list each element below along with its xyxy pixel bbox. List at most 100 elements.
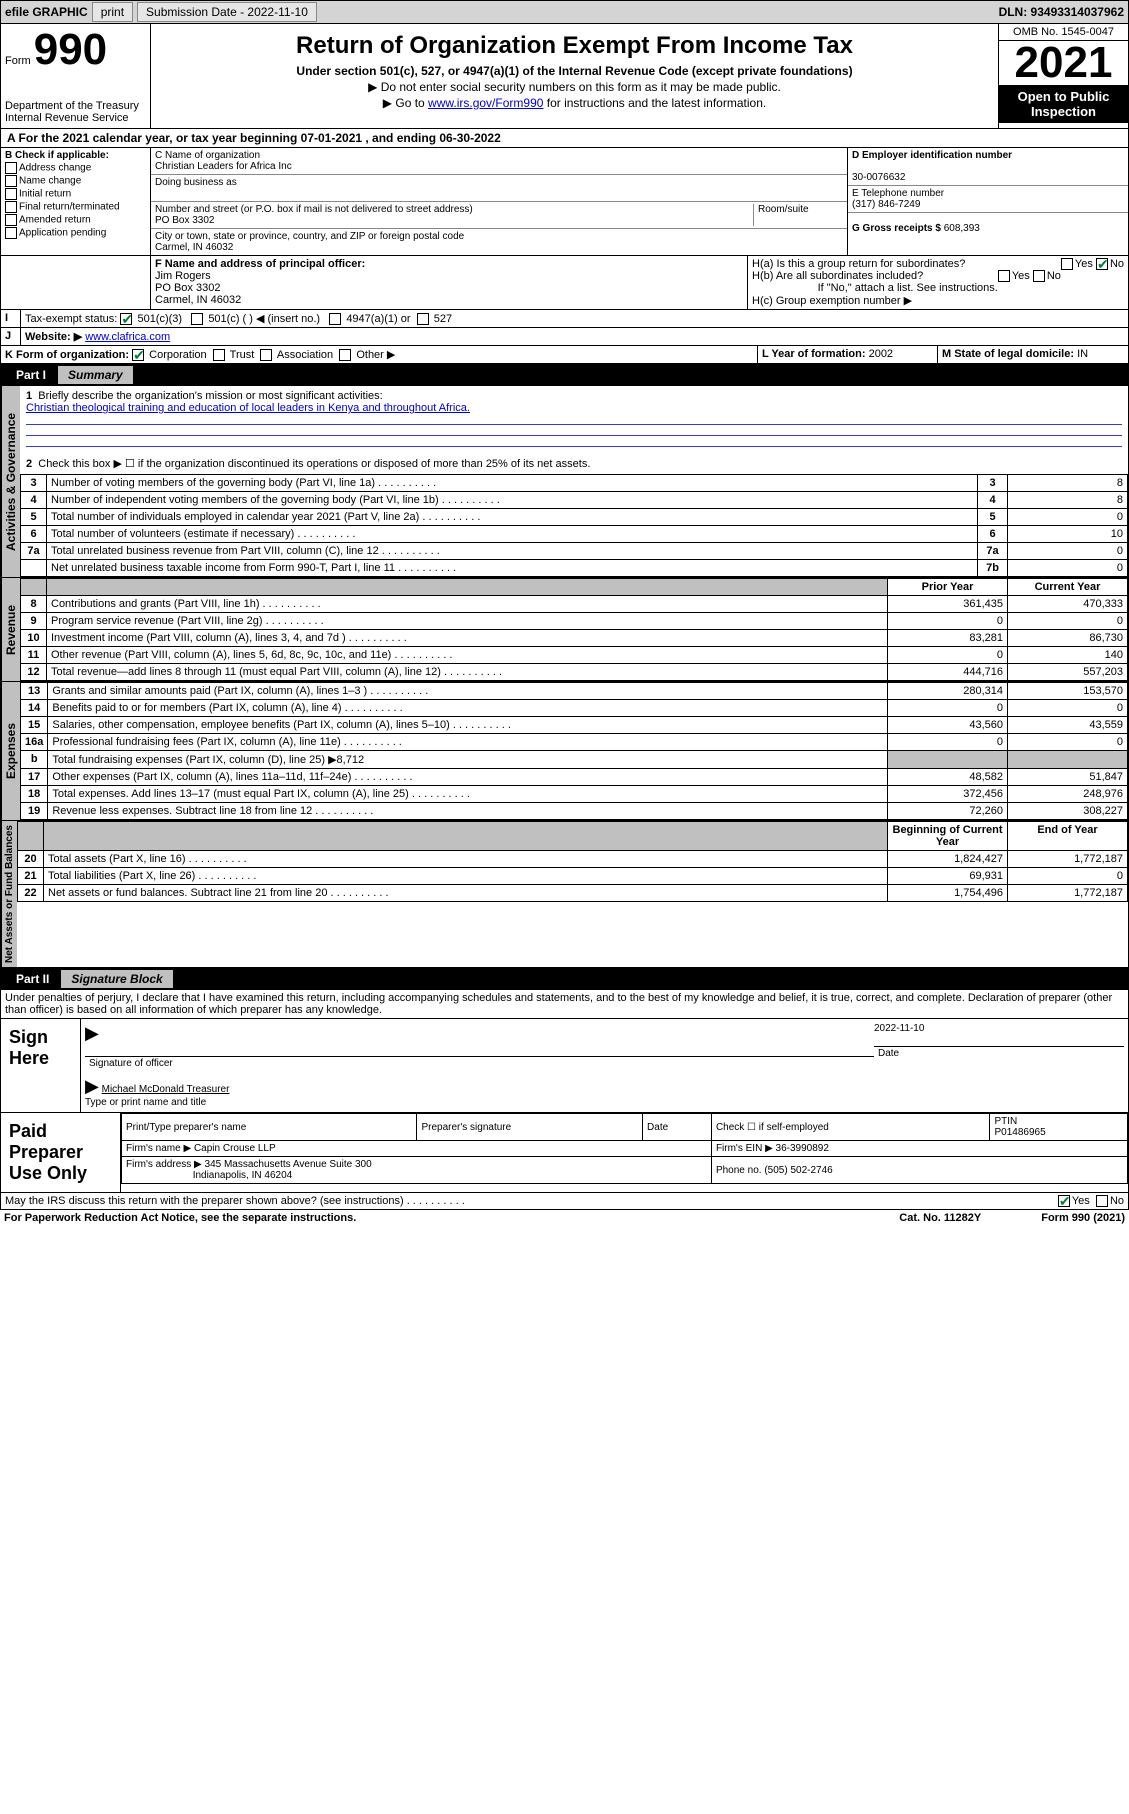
goto-line: ▶ Go to www.irs.gov/Form990 for instruct… <box>159 96 990 110</box>
4947-check[interactable] <box>329 313 341 325</box>
f-label: F Name and address of principal officer: <box>155 258 365 270</box>
irs-link[interactable]: www.irs.gov/Form990 <box>428 96 543 110</box>
block-c: C Name of organizationChristian Leaders … <box>151 148 848 255</box>
tax-year: 2021 <box>999 41 1128 85</box>
firm-addr1: 345 Massachusetts Avenue Suite 300 <box>205 1159 372 1170</box>
form-subtitle: Under section 501(c), 527, or 4947(a)(1)… <box>159 64 990 78</box>
name-change-check[interactable]: Name change <box>5 175 146 187</box>
table-row: 8Contributions and grants (Part VIII, li… <box>21 596 1128 613</box>
table-row: 12Total revenue—add lines 8 through 11 (… <box>21 664 1128 681</box>
501c-check[interactable] <box>191 313 203 325</box>
exp-vlabel: Expenses <box>1 682 20 820</box>
page-footer: For Paperwork Reduction Act Notice, see … <box>0 1210 1129 1226</box>
dln-label: DLN: 93493314037962 <box>995 5 1128 19</box>
room-label: Room/suite <box>758 204 809 215</box>
print-button[interactable]: print <box>92 2 133 22</box>
table-row: Net unrelated business taxable income fr… <box>21 560 1128 577</box>
topbar: efile GRAPHIC print Submission Date - 20… <box>0 0 1129 24</box>
activities-governance-section: Activities & Governance 1 Briefly descri… <box>0 386 1129 578</box>
city-value: Carmel, IN 46032 <box>155 242 233 253</box>
sign-date-label: Date <box>874 1046 1124 1060</box>
end-year-header: End of Year <box>1008 822 1128 851</box>
table-row: 4Number of independent voting members of… <box>21 492 1128 509</box>
current-year-header: Current Year <box>1008 579 1128 596</box>
part1-title: Summary <box>58 366 133 384</box>
begin-year-header: Beginning of Current Year <box>888 822 1008 851</box>
discuss-no-check[interactable] <box>1096 1195 1108 1207</box>
year-formation: 2002 <box>869 348 893 360</box>
sign-date-value: 2022-11-10 <box>874 1023 1124 1034</box>
city-label: City or town, state or province, country… <box>155 231 464 242</box>
j-label: Website: ▶ <box>25 331 82 343</box>
firm-addr-label: Firm's address ▶ <box>126 1159 202 1170</box>
table-row: 16aProfessional fundraising fees (Part I… <box>21 734 1128 751</box>
submission-date-button[interactable]: Submission Date - 2022-11-10 <box>137 2 317 22</box>
expenses-section: Expenses 13Grants and similar amounts pa… <box>0 682 1129 821</box>
penalty-statement: Under penalties of perjury, I declare th… <box>0 990 1129 1019</box>
other-check[interactable] <box>339 349 351 361</box>
officer-city: Carmel, IN 46032 <box>155 294 241 306</box>
527-check[interactable] <box>417 313 429 325</box>
application-pending-check[interactable]: Application pending <box>5 227 146 239</box>
table-row: 13Grants and similar amounts paid (Part … <box>21 683 1128 700</box>
officer-name: Jim Rogers <box>155 270 211 282</box>
firm-ein-label: Firm's EIN ▶ <box>716 1143 773 1154</box>
trust-check[interactable] <box>213 349 225 361</box>
i-label: Tax-exempt status: <box>25 313 117 325</box>
firm-phone: (505) 502-2746 <box>764 1165 832 1176</box>
assoc-check[interactable] <box>260 349 272 361</box>
form-word: Form <box>5 55 31 67</box>
rev-vlabel: Revenue <box>1 578 20 681</box>
table-row: 10Investment income (Part VIII, column (… <box>21 630 1128 647</box>
paid-preparer-block: Paid Preparer Use Only Print/Type prepar… <box>0 1113 1129 1193</box>
amended-return-check[interactable]: Amended return <box>5 214 146 226</box>
phone-value: (317) 846-7249 <box>852 199 920 210</box>
gross-receipts-label: G Gross receipts $ <box>852 223 941 234</box>
table-row: 15Salaries, other compensation, employee… <box>21 717 1128 734</box>
ha-yes-check[interactable] <box>1061 258 1073 270</box>
table-row: 21Total liabilities (Part X, line 26)69,… <box>18 868 1128 885</box>
ssn-warning: ▶ Do not enter social security numbers o… <box>159 80 990 94</box>
k-label: K Form of organization: <box>5 349 129 361</box>
dba-label: Doing business as <box>155 177 237 188</box>
website-link[interactable]: www.clafrica.com <box>85 331 170 343</box>
initial-return-check[interactable]: Initial return <box>5 188 146 200</box>
self-employed-check[interactable]: Check ☐ if self-employed <box>711 1114 990 1141</box>
address-change-check[interactable]: Address change <box>5 162 146 174</box>
balances-table: Beginning of Current Year End of Year 20… <box>17 821 1128 902</box>
final-return-check[interactable]: Final return/terminated <box>5 201 146 213</box>
table-row: 3Number of voting members of the governi… <box>21 475 1128 492</box>
firm-ein: 36-3990892 <box>776 1143 829 1154</box>
block-b-checkboxes: B Check if applicable: Address change Na… <box>1 148 151 255</box>
discuss-question: May the IRS discuss this return with the… <box>5 1195 465 1207</box>
501c3-check[interactable] <box>120 313 132 325</box>
ha-no-check[interactable] <box>1096 258 1108 270</box>
corp-check[interactable] <box>132 349 144 361</box>
goto-pre: ▶ Go to <box>383 96 428 110</box>
table-row: 19Revenue less expenses. Subtract line 1… <box>21 803 1128 820</box>
hb-yes-check[interactable] <box>998 270 1010 282</box>
paid-preparer-label: Paid Preparer Use Only <box>1 1113 121 1192</box>
hb-no-check[interactable] <box>1033 270 1045 282</box>
street-label: Number and street (or P.O. box if mail i… <box>155 204 473 215</box>
table-row: 17Other expenses (Part IX, column (A), l… <box>21 769 1128 786</box>
table-row: 18Total expenses. Add lines 13–17 (must … <box>21 786 1128 803</box>
cat-no: Cat. No. 11282Y <box>899 1212 981 1224</box>
mission-text[interactable]: Christian theological training and educa… <box>26 402 470 414</box>
mission-label: Briefly describe the organization's miss… <box>38 390 382 402</box>
bal-vlabel: Net Assets or Fund Balances <box>1 821 17 967</box>
klm-row: K Form of organization: Corporation Trus… <box>0 346 1129 364</box>
discuss-yes-check[interactable] <box>1058 1195 1070 1207</box>
ein-value: 30-0076632 <box>852 172 905 183</box>
line2-text: Check this box ▶ ☐ if the organization d… <box>38 458 590 470</box>
table-row: 9Program service revenue (Part VIII, lin… <box>21 613 1128 630</box>
table-row: 20Total assets (Part X, line 16)1,824,42… <box>18 851 1128 868</box>
table-row: bTotal fundraising expenses (Part IX, co… <box>21 751 1128 769</box>
part2-number: Part II <box>8 972 57 986</box>
dept-label: Department of the Treasury <box>5 100 146 112</box>
hb-label: H(b) Are all subordinates included? <box>752 270 923 282</box>
sign-here-block: Sign Here ▶ Signature of officer 2022-11… <box>0 1019 1129 1113</box>
form-header: Form 990 Department of the Treasury Inte… <box>0 24 1129 129</box>
b-label: B Check if applicable: <box>5 150 109 161</box>
hb-note: If "No," attach a list. See instructions… <box>752 282 1124 294</box>
